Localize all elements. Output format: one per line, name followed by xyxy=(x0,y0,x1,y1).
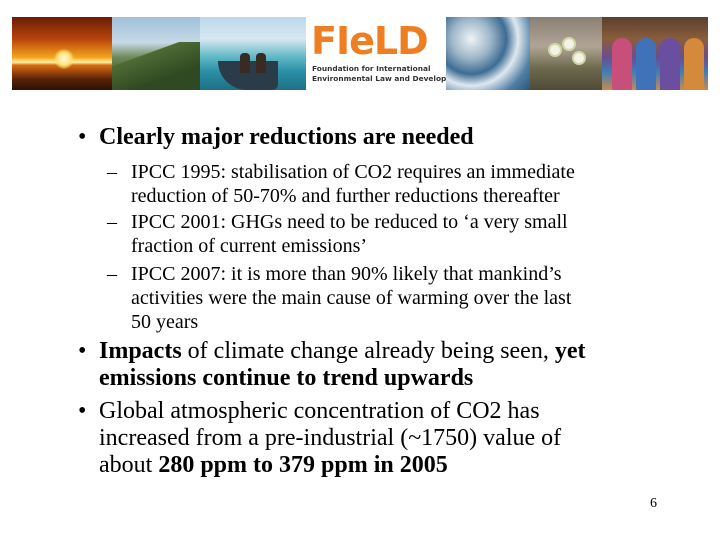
bullet-marker: • xyxy=(78,398,87,424)
logo-wordmark: FIeLD xyxy=(311,19,429,63)
body-text: of climate change already being seen, xyxy=(181,338,555,364)
bullet-marker: • xyxy=(78,124,87,150)
bullet-heading: Clearly major reductions are needed xyxy=(99,124,474,150)
sunset-photo xyxy=(12,17,112,90)
boat-photo xyxy=(200,17,306,90)
bold-text: emissions continue to trend upwards xyxy=(99,365,474,391)
bold-text: Impacts xyxy=(99,338,182,364)
bullet-concentration: Global atmospheric concentration of CO2 … xyxy=(99,398,699,479)
bold-text: yet xyxy=(554,338,586,364)
sub-bullet-line: fraction of current emissions’ xyxy=(131,235,368,257)
sub-bullet-line: reduction of 50-70% and further reductio… xyxy=(131,185,560,207)
people-photo xyxy=(602,17,708,90)
sub-bullet-line: 50 years xyxy=(131,311,199,333)
sub-bullet-line: IPCC 2001: GHGs need to be reduced to ‘a… xyxy=(131,211,568,233)
logo-subtitle-line2: Environmental Law and Development xyxy=(312,74,468,83)
body-text: about xyxy=(99,452,159,478)
field-logo: FIeLD Foundation for International Envir… xyxy=(306,17,468,90)
bold-text: 280 ppm to 379 ppm in 2005 xyxy=(158,452,448,478)
logo-subtitle-line1: Foundation for International xyxy=(312,64,431,73)
body-text: increased from a pre-industrial (~1750) … xyxy=(99,425,562,451)
sub-bullet-line: IPCC 1995: stabilisation of CO2 requires… xyxy=(131,161,575,183)
clouds-photo xyxy=(446,17,530,90)
bullet-marker: • xyxy=(78,338,87,364)
page-number: 6 xyxy=(650,496,657,511)
flowers-photo xyxy=(530,17,602,90)
bullet-impacts: Impacts of climate change already being … xyxy=(99,338,699,392)
header-banner: FIeLD Foundation for International Envir… xyxy=(12,17,708,90)
body-text: Global atmospheric concentration of CO2 … xyxy=(99,398,540,424)
sub-bullet-line: IPCC 2007: it is more than 90% likely th… xyxy=(131,263,562,285)
mountain-photo xyxy=(112,17,200,90)
sub-bullet-line: activities were the main cause of warmin… xyxy=(131,287,572,309)
